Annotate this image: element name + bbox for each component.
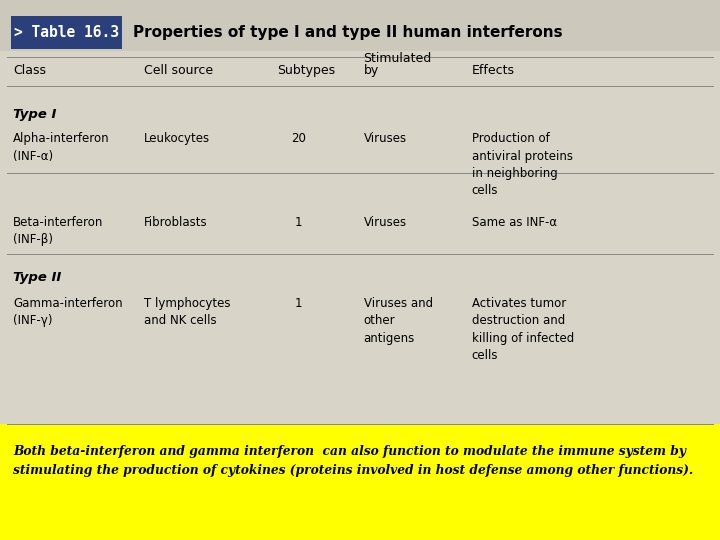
- FancyBboxPatch shape: [0, 424, 720, 540]
- Text: (INF-α): (INF-α): [13, 150, 53, 163]
- Text: in neighboring: in neighboring: [472, 167, 557, 180]
- Text: Cell source: Cell source: [144, 64, 213, 77]
- Text: Viruses and: Viruses and: [364, 297, 433, 310]
- FancyBboxPatch shape: [0, 0, 720, 51]
- Text: Beta-interferon: Beta-interferon: [13, 216, 104, 229]
- Text: Same as INF-α: Same as INF-α: [472, 216, 557, 229]
- Text: destruction and: destruction and: [472, 314, 565, 327]
- Text: Leukocytes: Leukocytes: [144, 132, 210, 145]
- Text: (INF-γ): (INF-γ): [13, 314, 53, 327]
- Text: by: by: [364, 64, 379, 77]
- Text: Fibroblasts: Fibroblasts: [144, 216, 207, 229]
- Text: Type II: Type II: [13, 271, 61, 284]
- FancyBboxPatch shape: [0, 0, 720, 424]
- Text: cells: cells: [472, 349, 498, 362]
- FancyBboxPatch shape: [11, 16, 122, 49]
- Text: Activates tumor: Activates tumor: [472, 297, 566, 310]
- Text: Subtypes: Subtypes: [277, 64, 336, 77]
- Text: Stimulated: Stimulated: [364, 52, 432, 65]
- Text: cells: cells: [472, 184, 498, 197]
- Text: Viruses: Viruses: [364, 132, 407, 145]
- Text: 1: 1: [295, 216, 302, 229]
- Text: Gamma-interferon: Gamma-interferon: [13, 297, 122, 310]
- Text: Type I: Type I: [13, 108, 56, 121]
- Text: Both beta-interferon and gamma interferon  can also function to modulate the imm: Both beta-interferon and gamma interfero…: [13, 446, 686, 458]
- Text: (INF-β): (INF-β): [13, 233, 53, 246]
- Text: Production of: Production of: [472, 132, 549, 145]
- Text: antigens: antigens: [364, 332, 415, 345]
- Text: Class: Class: [13, 64, 46, 77]
- Text: > Table 16.3: > Table 16.3: [14, 25, 119, 40]
- Text: killing of infected: killing of infected: [472, 332, 574, 345]
- Text: Viruses: Viruses: [364, 216, 407, 229]
- Text: stimulating the production of cytokines (proteins involved in host defense among: stimulating the production of cytokines …: [13, 464, 693, 477]
- Text: Properties of type I and type II human interferons: Properties of type I and type II human i…: [133, 25, 563, 40]
- Text: and NK cells: and NK cells: [144, 314, 217, 327]
- Text: other: other: [364, 314, 395, 327]
- Text: T lymphocytes: T lymphocytes: [144, 297, 230, 310]
- Text: Effects: Effects: [472, 64, 515, 77]
- Text: antiviral proteins: antiviral proteins: [472, 150, 572, 163]
- Text: 20: 20: [292, 132, 306, 145]
- Text: Alpha-interferon: Alpha-interferon: [13, 132, 109, 145]
- Text: 1: 1: [295, 297, 302, 310]
